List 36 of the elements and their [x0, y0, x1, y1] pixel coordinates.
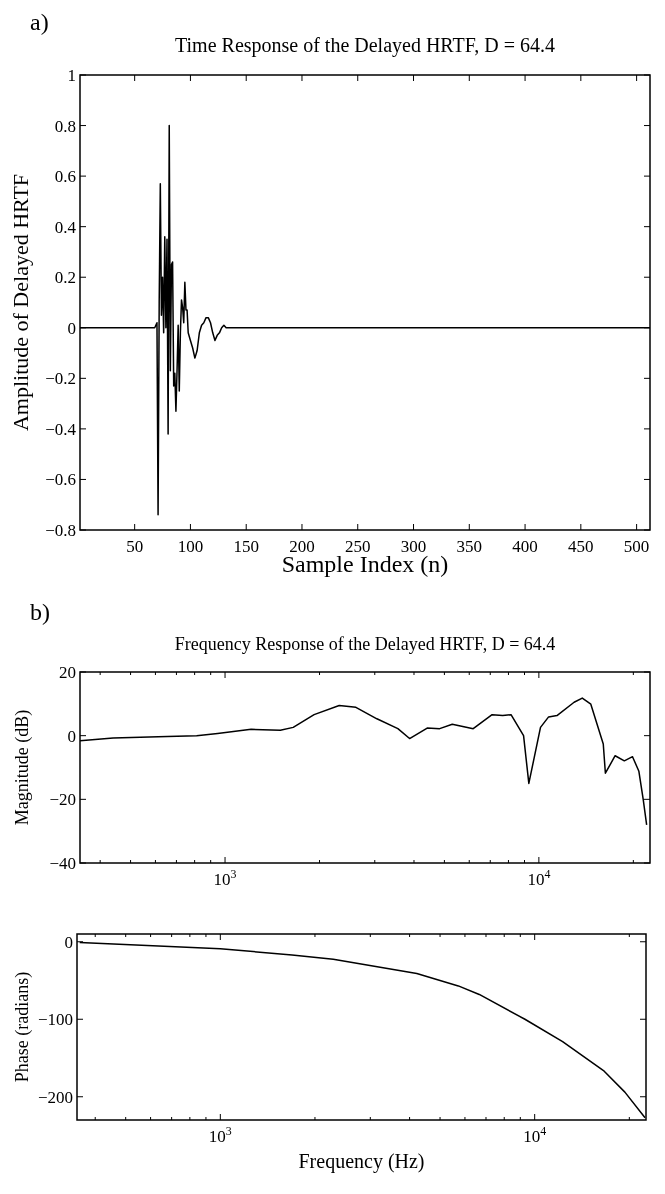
y-tick-label: −200 — [37, 1087, 73, 1107]
y-tick-label: 0 — [64, 932, 73, 952]
y-tick-label: −0.8 — [45, 521, 76, 540]
y-tick-label: −0.6 — [45, 470, 76, 490]
x-tick-label: 400 — [512, 537, 538, 556]
y-tick-label: 20 — [59, 663, 76, 682]
x-tick-label: 350 — [456, 537, 483, 556]
y-tick-label: 0.2 — [54, 268, 76, 288]
y-tick-label: −40 — [49, 854, 76, 873]
x-tick-label: 500 — [623, 537, 650, 556]
y-tick-label: −20 — [49, 790, 76, 810]
chart-title: Frequency Response of the Delayed HRTF, D = 64.4 — [174, 634, 556, 654]
y-tick-label: 0.6 — [54, 167, 76, 187]
y-axis-title: Amplitude of Delayed HRTF — [8, 173, 33, 432]
x-tick-label: 10$^{4}$ — [523, 1124, 547, 1146]
x-tick-label: 100 — [177, 537, 204, 556]
x-tick-label: 10$^{4}$ — [527, 867, 551, 889]
x-tick-label: 450 — [568, 537, 594, 556]
x-axis-title: Frequency (Hz) — [298, 1150, 425, 1173]
text: a) — [30, 9, 49, 35]
y-tick-label: −0.2 — [45, 369, 76, 389]
x-tick-label: 10$^{3}$ — [208, 1124, 232, 1146]
y-axis-title: Phase (radians) — [12, 971, 33, 1083]
x-tick-label: 150 — [233, 537, 259, 556]
y-tick-label: 0.4 — [54, 217, 77, 237]
y-axis-title: Magnitude (dB) — [12, 709, 33, 826]
y-tick-label: 0 — [67, 318, 76, 338]
y-tick-label: −0.4 — [45, 419, 77, 439]
text: b) — [30, 599, 50, 625]
y-tick-label: −100 — [37, 1010, 73, 1030]
y-tick-label: 1 — [67, 66, 76, 85]
y-tick-label: 0.8 — [54, 116, 76, 136]
chart-title: Time Response of the Delayed HRTF, D = 64.4 — [175, 34, 555, 57]
x-tick-label: 50 — [126, 537, 144, 556]
x-tick-label: 10$^{3}$ — [213, 867, 237, 889]
y-tick-label: 0 — [67, 726, 76, 746]
